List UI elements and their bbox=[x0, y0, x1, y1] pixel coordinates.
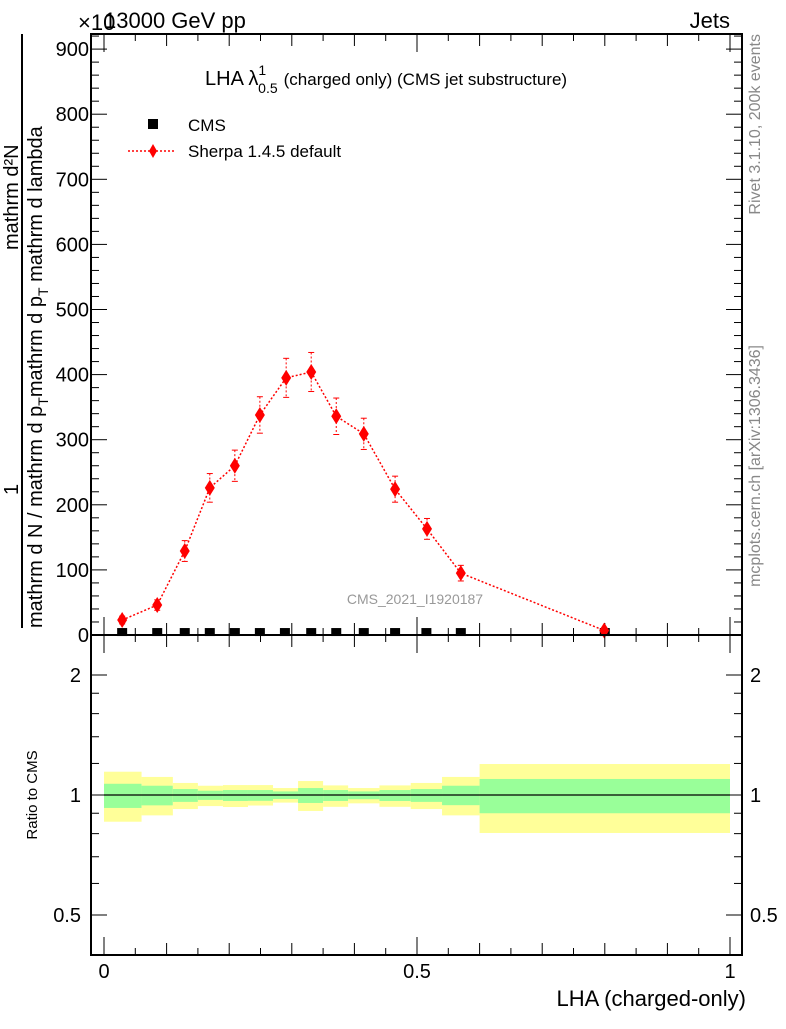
mcplots-label: mcplots.cern.ch [arXiv:1306.3436] bbox=[747, 345, 764, 587]
header-energy: 13000 GeV pp bbox=[104, 8, 246, 33]
legend: CMS Sherpa 1.4.5 default bbox=[128, 116, 341, 161]
x-tick-label: 0 bbox=[98, 961, 109, 983]
x-axis-label: LHA (charged-only) bbox=[556, 986, 746, 1011]
y-tick-label: 900 bbox=[56, 39, 89, 61]
y-tick-label: 700 bbox=[56, 169, 89, 191]
ylabel-denominator: mathrm d N / mathrm d pTmathrm d pT math… bbox=[25, 125, 51, 628]
ratio-y-tick-label: 2 bbox=[70, 665, 81, 687]
analysis-watermark: CMS_2021_I1920187 bbox=[347, 591, 483, 607]
sherpa-data-point bbox=[306, 363, 317, 380]
cms-data-point bbox=[390, 628, 401, 637]
sherpa-data-point bbox=[422, 520, 433, 537]
x-tick-label: 1 bbox=[724, 961, 735, 983]
cms-data-point bbox=[179, 628, 190, 637]
cms-data-point bbox=[421, 628, 432, 637]
sherpa-line bbox=[121, 371, 605, 632]
ratio-y-tick-label-right: 1 bbox=[750, 785, 761, 807]
sherpa-data-point bbox=[179, 543, 190, 560]
sherpa-data-point bbox=[331, 408, 342, 425]
sherpa-data-point bbox=[281, 369, 292, 386]
ratio-y-tick-label: 1 bbox=[70, 785, 81, 807]
y-tick-label: 300 bbox=[56, 430, 89, 452]
main-plot: 0 100 200 300 400 500 600 700 800 900 bbox=[56, 33, 743, 647]
sherpa-data-point bbox=[152, 597, 163, 614]
y-tick-label: 400 bbox=[56, 365, 89, 387]
cms-data-point bbox=[358, 628, 369, 637]
cms-data-point bbox=[254, 628, 265, 637]
ylabel-one: 1 bbox=[1, 484, 23, 495]
plot-title: LHA λ1 0.5 (charged only) (CMS jet substru… bbox=[205, 62, 567, 96]
ratio-plot: 0 0.5 1 0.5 0.5 1 1 2 2 bbox=[53, 634, 778, 983]
y-tick-label: 0 bbox=[78, 625, 89, 647]
ylabel-numerator: mathrm d²N bbox=[1, 144, 23, 250]
y-tick-label: 200 bbox=[56, 495, 89, 517]
ratio-ylabel: Ratio to CMS bbox=[24, 750, 41, 839]
ratio-y-tick-label-right: 2 bbox=[750, 665, 761, 687]
ratio-y-tick-label-right: 0.5 bbox=[750, 905, 778, 927]
sherpa-data-point bbox=[358, 425, 369, 442]
sherpa-data-point bbox=[390, 481, 401, 498]
rivet-label: Rivet 3.1.10, 200k events bbox=[747, 34, 764, 215]
cms-data-point bbox=[117, 628, 128, 637]
legend-sherpa-marker bbox=[149, 144, 157, 158]
x-tick-label: 0.5 bbox=[403, 961, 431, 983]
sherpa-data-point bbox=[204, 479, 215, 496]
legend-sherpa-label: Sherpa 1.4.5 default bbox=[188, 142, 341, 161]
sherpa-data-point bbox=[229, 457, 240, 474]
cms-data-point bbox=[331, 628, 342, 637]
y-tick-label: 500 bbox=[56, 300, 89, 322]
ratio-y-tick-label: 0.5 bbox=[53, 905, 81, 927]
ratio-inner-band-bin bbox=[104, 783, 142, 808]
cms-data-point bbox=[279, 628, 290, 637]
exponent-label: ×10 bbox=[78, 10, 115, 35]
cms-data-point bbox=[306, 628, 317, 637]
y-tick-label: 100 bbox=[56, 560, 89, 582]
sherpa-data-point bbox=[254, 406, 265, 423]
main-ylabel: 1 mathrm d²N mathrm d N / mathrm d pTmat… bbox=[1, 34, 51, 628]
y-tick-label: 600 bbox=[56, 234, 89, 256]
legend-cms-marker bbox=[148, 119, 158, 129]
cms-data-point bbox=[455, 628, 466, 637]
legend-cms-label: CMS bbox=[188, 116, 226, 135]
header-process: Jets bbox=[690, 8, 730, 33]
cms-data-point bbox=[229, 628, 240, 637]
sherpa-data-point bbox=[117, 612, 128, 629]
sherpa-data-point bbox=[455, 565, 466, 582]
y-tick-label: 800 bbox=[56, 104, 89, 126]
cms-data-point bbox=[204, 628, 215, 637]
ratio-inner-band-bin bbox=[479, 778, 730, 814]
cms-data-point bbox=[152, 628, 163, 637]
